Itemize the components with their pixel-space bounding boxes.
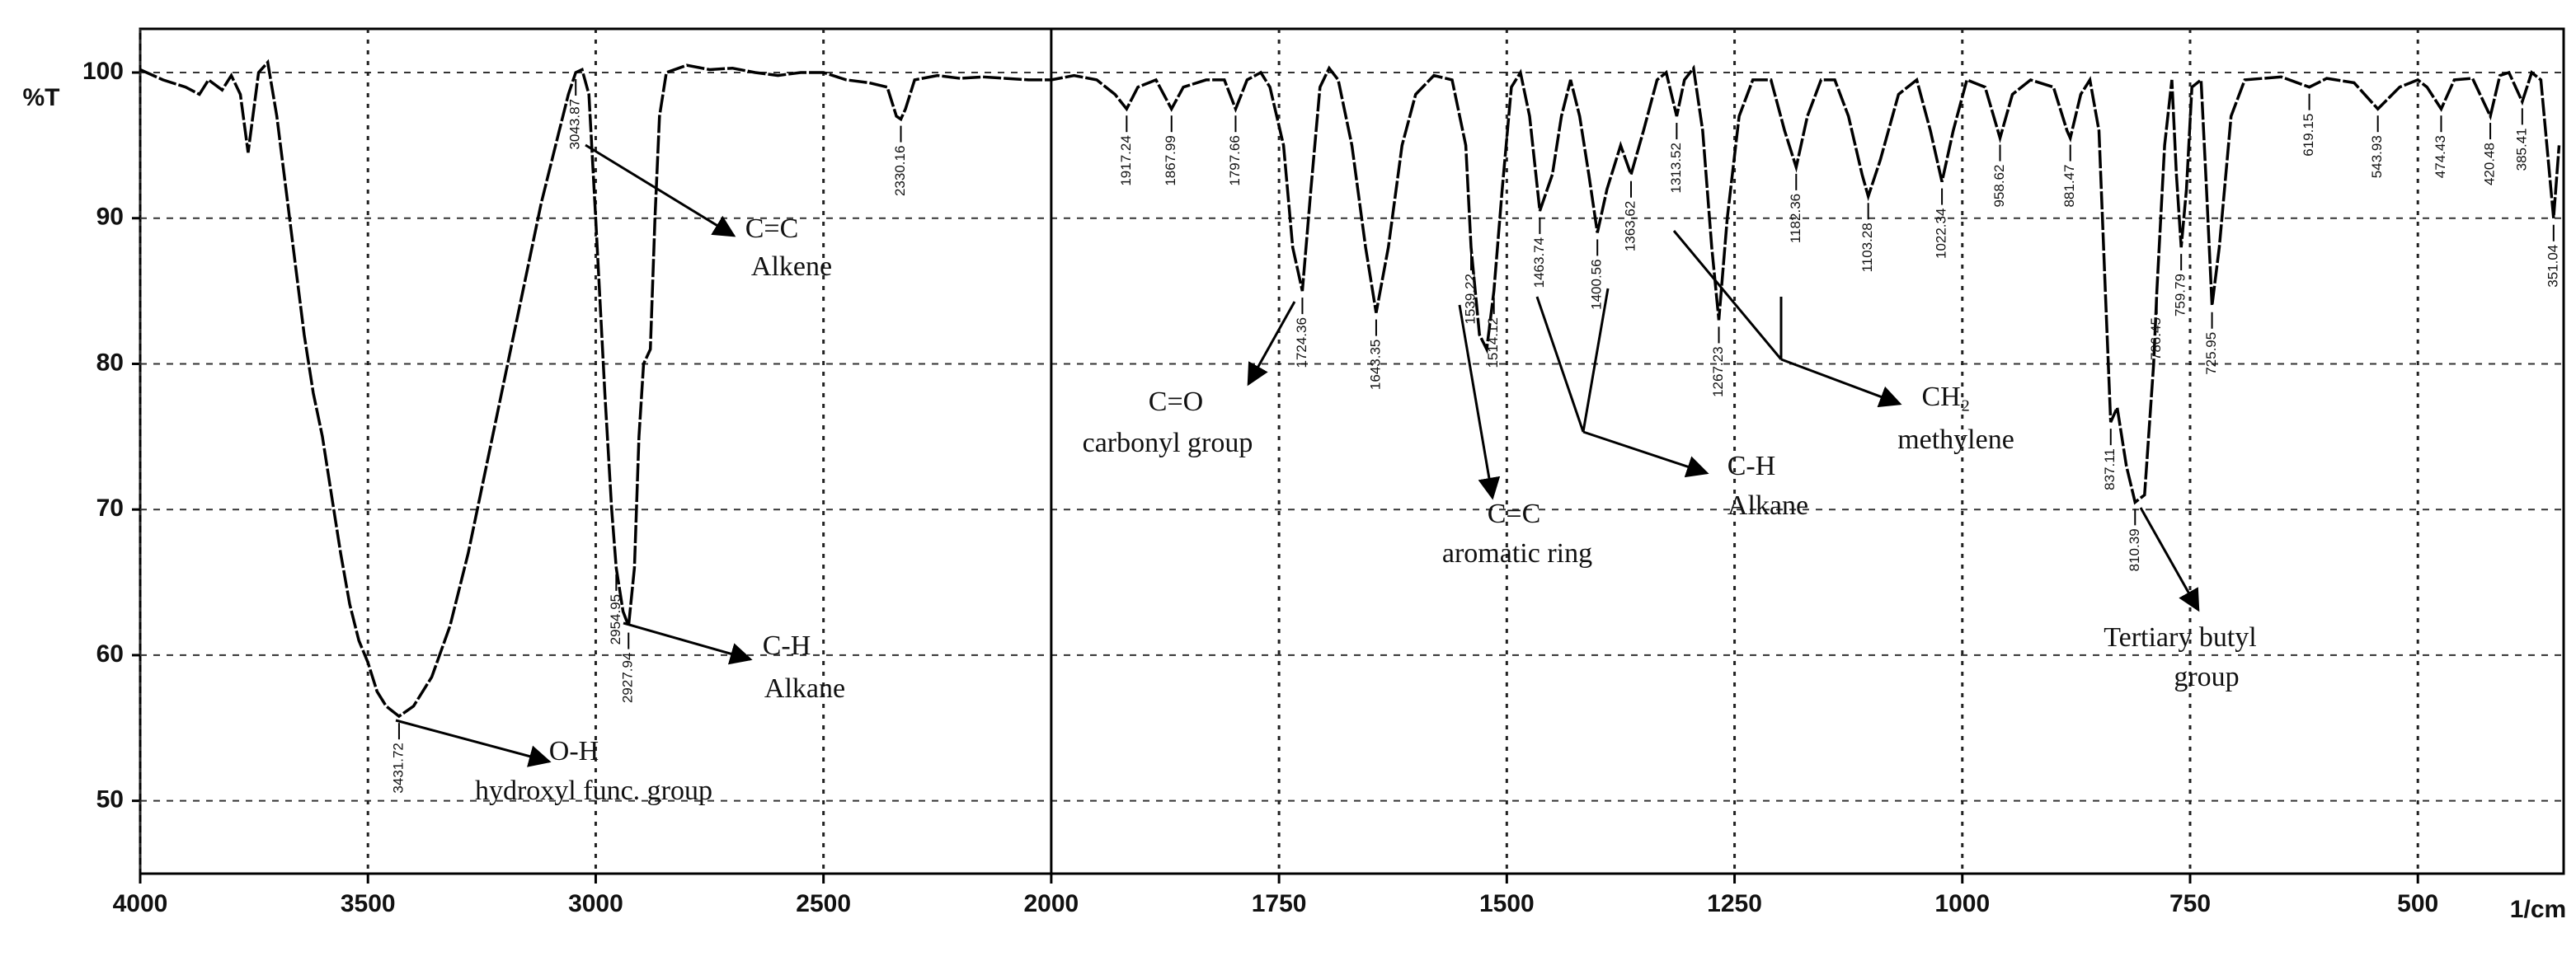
peak-label: 1539.22 bbox=[1462, 274, 1478, 324]
peak-label: 351.04 bbox=[2545, 245, 2560, 288]
y-tick-label: 60 bbox=[96, 640, 124, 668]
annotation-text: aromatic ring bbox=[1442, 538, 1592, 569]
annotation-text: hydroxyl func. group bbox=[475, 776, 712, 806]
annotation-arrow bbox=[1535, 296, 1585, 433]
peak-label: 1514.12 bbox=[1485, 317, 1501, 368]
annotation-text: Alkane bbox=[764, 673, 845, 704]
peak-label: 420.48 bbox=[2482, 143, 2498, 185]
annotation-arrow bbox=[1672, 230, 1783, 360]
x-tick-label: 750 bbox=[2169, 890, 2211, 917]
x-tick-label: 3000 bbox=[568, 890, 623, 917]
annotation-text: C=O bbox=[1149, 387, 1203, 417]
annotation-arrow bbox=[2139, 507, 2200, 612]
annotation-text: carbonyl group bbox=[1083, 428, 1253, 458]
annotation-text: C-H bbox=[1728, 451, 1776, 481]
x-tick-label: 1500 bbox=[1479, 890, 1535, 917]
x-tick-label: 1000 bbox=[1934, 890, 1990, 917]
annotation-text: group bbox=[2174, 662, 2239, 692]
annotation-text: C=C bbox=[745, 213, 799, 244]
peak-label: 1103.28 bbox=[1859, 223, 1875, 272]
y-tick-label: 70 bbox=[96, 495, 124, 522]
annotation-text: O-H bbox=[549, 736, 599, 766]
annotation-text: Alkane bbox=[1728, 490, 1808, 521]
x-tick-label: 4000 bbox=[113, 890, 168, 917]
peak-label: 881.47 bbox=[2061, 165, 2077, 208]
peak-label: 1463.74 bbox=[1531, 237, 1547, 288]
peak-label: 1022.34 bbox=[1934, 209, 1949, 259]
annotation-arrow bbox=[623, 621, 753, 665]
peak-label: 543.93 bbox=[2369, 135, 2385, 178]
annotation-arrow bbox=[585, 143, 736, 237]
peak-label: 2954.95 bbox=[608, 594, 623, 645]
x-tick-label: 3500 bbox=[341, 890, 396, 917]
peak-label: 619.15 bbox=[2301, 114, 2316, 157]
annotation-text: Tertiary butyl bbox=[2104, 622, 2257, 653]
peak-label: 3043.87 bbox=[567, 99, 583, 149]
annotation-text: C=C bbox=[1488, 499, 1541, 529]
annotation-text: Alkene bbox=[751, 251, 832, 282]
peak-label: 1917.24 bbox=[1118, 135, 1134, 185]
peak-label: 786.45 bbox=[2148, 317, 2164, 360]
x-tick-label: 1750 bbox=[1252, 890, 1307, 917]
plot-frame bbox=[139, 27, 2565, 875]
y-tick-label: 90 bbox=[96, 204, 124, 231]
annotation-text: methylene bbox=[1897, 424, 2014, 455]
peak-label: 474.43 bbox=[2433, 135, 2448, 178]
peak-label: 1363.62 bbox=[1622, 201, 1638, 251]
annotation-arrow bbox=[1582, 430, 1709, 478]
peak-label: 2330.16 bbox=[892, 146, 908, 196]
x-tick-label: 2500 bbox=[796, 890, 851, 917]
peak-label: 1724.36 bbox=[1294, 317, 1309, 368]
peak-label: 958.62 bbox=[1991, 165, 2007, 208]
annotation-text: C-H bbox=[763, 631, 811, 661]
y-axis-label: %T bbox=[23, 84, 60, 111]
peak-label: 759.79 bbox=[2173, 274, 2188, 316]
peak-label: 1182.36 bbox=[1788, 194, 1803, 243]
annotation-arrow bbox=[1582, 288, 1610, 433]
annotation-arrow bbox=[395, 719, 552, 767]
peak-label: 1400.56 bbox=[1589, 259, 1605, 309]
peak-label: 837.11 bbox=[2102, 448, 2118, 490]
annotation-text: CH₂ bbox=[1921, 382, 1970, 412]
peak-label: 3431.72 bbox=[390, 743, 406, 793]
peak-label: 385.41 bbox=[2513, 128, 2529, 171]
peak-label: 1867.99 bbox=[1163, 135, 1178, 185]
x-tick-label: 500 bbox=[2397, 890, 2438, 917]
peak-label: 1797.66 bbox=[1227, 135, 1243, 185]
annotation-arrow bbox=[1780, 358, 1902, 408]
x-tick-label: 2000 bbox=[1024, 890, 1079, 917]
peak-label: 725.95 bbox=[2203, 332, 2219, 375]
annotation-arrow bbox=[1458, 304, 1501, 500]
annotation-arrow bbox=[1247, 301, 1296, 387]
y-tick-label: 100 bbox=[82, 58, 124, 85]
spectrum-line bbox=[139, 59, 2561, 719]
peak-label: 810.39 bbox=[2127, 528, 2142, 571]
y-tick-label: 50 bbox=[96, 786, 124, 813]
peak-label: 1267.23 bbox=[1710, 346, 1726, 396]
peak-label: 2927.94 bbox=[620, 653, 636, 703]
y-tick-label: 80 bbox=[96, 349, 124, 376]
x-tick-label: 1250 bbox=[1707, 890, 1762, 917]
peak-label: 1643.35 bbox=[1367, 340, 1383, 390]
x-axis-label: 1/cm bbox=[2510, 896, 2566, 923]
peak-label: 1313.52 bbox=[1668, 143, 1684, 193]
